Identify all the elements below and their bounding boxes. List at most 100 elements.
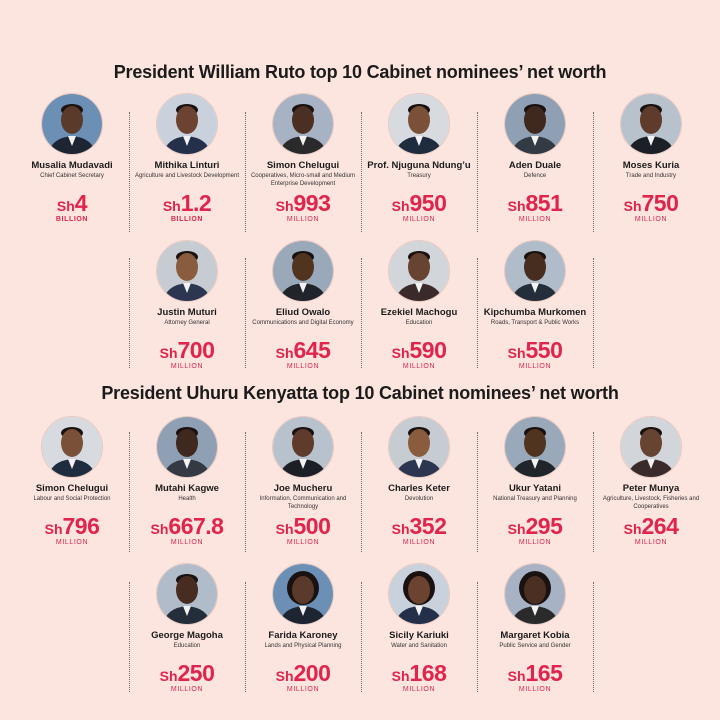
- net-worth-amount: 950: [409, 190, 447, 216]
- net-worth-amount: 168: [409, 660, 447, 686]
- nominee-role: Agriculture and Livestock Development: [134, 173, 240, 179]
- nominee-role: Education: [405, 320, 433, 326]
- nominee-role: Water and Sanitation: [391, 643, 447, 649]
- uhuru-heading: President Uhuru Kenyatta top 10 Cabinet …: [101, 383, 619, 403]
- nominee-card: Mithika Linturi Agriculture and Livestoc…: [129, 93, 245, 223]
- nominee-name: Joe Mucheru: [273, 483, 333, 494]
- net-worth-amount: 264: [641, 513, 679, 539]
- portrait-photo: [388, 563, 450, 625]
- nominee-role: Health: [178, 496, 196, 502]
- dotted-divider: [477, 432, 478, 552]
- net-worth: Sh4: [14, 192, 130, 218]
- nominee-role: Chief Cabinet Secretary: [40, 173, 104, 179]
- currency-label: Sh: [391, 198, 410, 214]
- net-worth: Sh700: [129, 339, 245, 365]
- nominee-card: Joe Mucheru Information, Communication a…: [245, 416, 361, 546]
- nominee-name: Sicily Kariuki: [389, 630, 449, 641]
- dotted-divider: [129, 432, 130, 552]
- currency-label: Sh: [623, 521, 642, 537]
- net-worth-amount: 750: [641, 190, 679, 216]
- nominee-name: Simon Chelugui: [35, 483, 109, 494]
- nominee-name: Ezekiel Machogu: [380, 307, 458, 318]
- currency-label: Sh: [391, 521, 410, 537]
- nominee-card: Ukur Yatani National Treasury and Planni…: [477, 416, 593, 546]
- net-worth: Sh264: [593, 515, 709, 541]
- nominee-card: Simon Chelugui Cooperatives, Micro-small…: [245, 93, 361, 223]
- net-worth-unit: MILLION: [518, 216, 552, 223]
- nominee-role: Public Service and Gender: [499, 643, 571, 649]
- portrait-photo: [504, 416, 566, 478]
- nominee-card: Musalia Mudavadi Chief Cabinet Secretary…: [14, 93, 130, 223]
- net-worth-amount: 352: [409, 513, 447, 539]
- net-worth-amount: 796: [62, 513, 100, 539]
- net-worth: Sh667.8: [129, 515, 245, 541]
- net-worth: Sh165: [477, 662, 593, 688]
- nominee-card: Ezekiel Machogu Education Sh590 MILLION: [361, 240, 477, 370]
- net-worth-unit: MILLION: [518, 686, 552, 693]
- net-worth: Sh750: [593, 192, 709, 218]
- nominee-role: Lands and Physical Planning: [264, 643, 342, 649]
- net-worth-amount: 4: [74, 190, 88, 216]
- nominee-card: Farida Karoney Lands and Physical Planni…: [245, 563, 361, 693]
- nominee-name: Mithika Linturi: [154, 160, 220, 171]
- portrait-photo: [156, 93, 218, 155]
- net-worth-amount: 667.8: [168, 513, 224, 539]
- nominee-card: Prof. Njuguna Ndung’u Treasury Sh950 MIL…: [361, 93, 477, 223]
- currency-label: Sh: [56, 198, 75, 214]
- nominee-name: Simon Chelugui: [266, 160, 340, 171]
- dotted-divider: [129, 582, 130, 692]
- portrait-photo: [41, 416, 103, 478]
- nominee-card: Kipchumba Murkomen Roads, Transport & Pu…: [477, 240, 593, 370]
- nominee-name: Kipchumba Murkomen: [483, 307, 587, 318]
- nominee-role: National Treasury and Planning: [493, 496, 577, 502]
- currency-label: Sh: [159, 345, 178, 361]
- portrait-photo: [156, 563, 218, 625]
- nominee-name: Ukur Yatani: [508, 483, 562, 494]
- dotted-divider: [477, 258, 478, 368]
- portrait-photo: [272, 563, 334, 625]
- net-worth-amount: 1.2: [180, 190, 212, 216]
- dotted-divider: [245, 432, 246, 552]
- dotted-divider: [593, 432, 594, 552]
- net-worth: Sh295: [477, 515, 593, 541]
- net-worth-unit: MILLION: [634, 216, 668, 223]
- net-worth-unit: MILLION: [286, 216, 320, 223]
- nominee-name: Peter Munya: [622, 483, 680, 494]
- net-worth: Sh500: [245, 515, 361, 541]
- currency-label: Sh: [391, 668, 410, 684]
- nominee-card: Aden Duale Defence Sh851 MILLION: [477, 93, 593, 223]
- nominee-card: Margaret Kobia Public Service and Gender…: [477, 563, 593, 693]
- net-worth-unit: MILLION: [634, 539, 668, 546]
- nominee-card: Mutahi Kagwe Health Sh667.8 MILLION: [129, 416, 245, 546]
- net-worth: Sh950: [361, 192, 477, 218]
- portrait-photo: [272, 240, 334, 302]
- portrait-photo: [156, 416, 218, 478]
- net-worth: Sh550: [477, 339, 593, 365]
- currency-label: Sh: [623, 198, 642, 214]
- net-worth: Sh796: [14, 515, 130, 541]
- nominee-card: Charles Keter Devolution Sh352 MILLION: [361, 416, 477, 546]
- net-worth-unit: MILLION: [286, 363, 320, 370]
- net-worth-unit: MILLION: [170, 539, 204, 546]
- nominee-role: Attorney General: [164, 320, 210, 326]
- nominee-card: Sicily Kariuki Water and Sanitation Sh16…: [361, 563, 477, 693]
- currency-label: Sh: [44, 521, 63, 537]
- net-worth: Sh993: [245, 192, 361, 218]
- net-worth-amount: 700: [177, 337, 215, 363]
- dotted-divider: [593, 258, 594, 368]
- net-worth-unit: MILLION: [402, 686, 436, 693]
- net-worth: Sh1.2: [129, 192, 245, 218]
- nominee-card: Justin Muturi Attorney General Sh700 MIL…: [129, 240, 245, 370]
- net-worth: Sh352: [361, 515, 477, 541]
- nominee-role: Devolution: [404, 496, 434, 502]
- net-worth-unit: BILLION: [55, 216, 89, 223]
- net-worth: Sh851: [477, 192, 593, 218]
- nominee-card: Simon Chelugui Labour and Social Protect…: [14, 416, 130, 546]
- nominee-name: Eliud Owalo: [275, 307, 331, 318]
- currency-label: Sh: [507, 198, 526, 214]
- nominee-name: Mutahi Kagwe: [155, 483, 219, 494]
- dotted-divider: [129, 258, 130, 368]
- nominee-name: George Magoha: [151, 630, 223, 641]
- nominee-role: Treasury: [407, 173, 431, 179]
- currency-label: Sh: [507, 345, 526, 361]
